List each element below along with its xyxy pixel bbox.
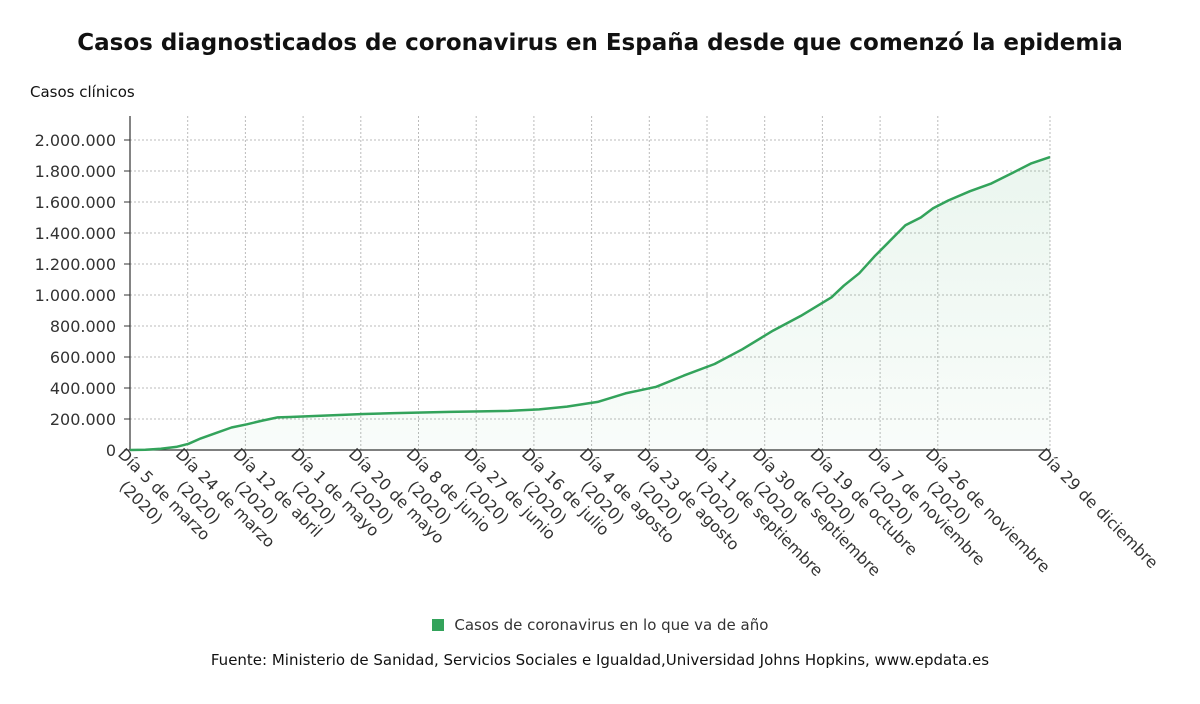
chart-title: Casos diagnosticados de coronavirus en E… <box>77 30 1123 56</box>
y-tick-label: 1.000.000 <box>35 286 116 305</box>
y-tick-label: 0 <box>106 441 116 460</box>
y-tick-label: 1.200.000 <box>35 255 116 274</box>
x-tick-labels: Día 5 de marzo(2020) Día 24 de marzo(2020… <box>114 444 1162 580</box>
source-note: Fuente: Ministerio de Sanidad, Servicios… <box>210 651 990 669</box>
series-layer <box>129 155 1051 452</box>
y-axis-label: Casos clínicos <box>30 83 135 101</box>
y-tick-label: 1.800.000 <box>35 162 116 181</box>
y-tick-label: 400.000 <box>50 379 116 398</box>
y-tick-label: 800.000 <box>50 317 116 336</box>
series-line <box>129 155 1051 452</box>
y-tick-label: 1.400.000 <box>35 224 116 243</box>
legend: Casos de coronavirus en lo que va de año <box>0 616 1200 634</box>
x-tick-label-line: Día 29 de diciembre <box>1034 444 1162 572</box>
legend-swatch <box>431 619 444 631</box>
y-tick-label: 600.000 <box>50 348 116 367</box>
chart-area: 0 200.000 400.000 600.000 800.000 1.000.000 1.… <box>35 116 1162 580</box>
y-tick-label: 1.600.000 <box>35 193 116 212</box>
y-tick-label: 2.000.000 <box>35 131 116 150</box>
y-tick-label: 200.000 <box>50 410 116 429</box>
legend-label: Casos de coronavirus en lo que va de año <box>454 616 769 634</box>
y-tick-labels: 0 200.000 400.000 600.000 800.000 1.000.000 1.… <box>35 131 116 460</box>
series-area <box>130 157 1050 450</box>
x-tick-label: Día 29 de diciembre <box>1034 444 1162 572</box>
